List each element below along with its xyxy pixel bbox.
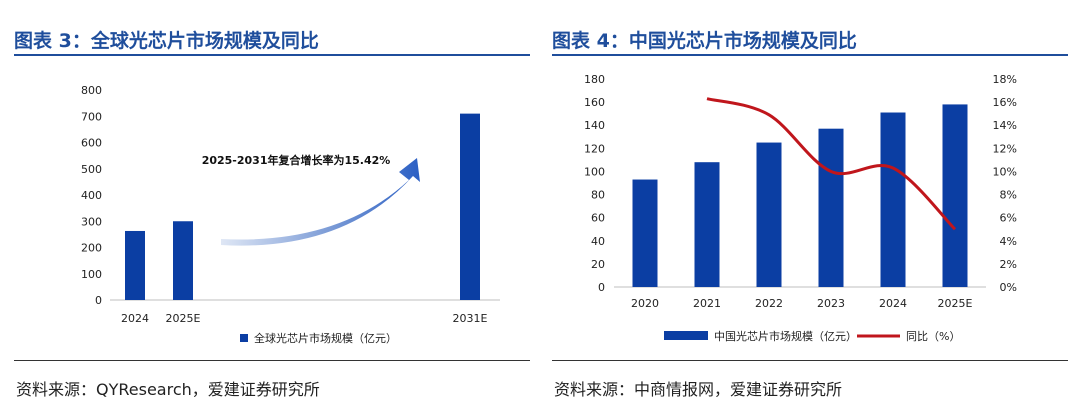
right-y-tick-label: 100 [584, 165, 605, 178]
cagr-annotation: 2025-2031年复合增长率为15.42% [202, 153, 391, 167]
global-market-bar-chart: 0 100 200 300 400 500 600 700 800 2024 2025E 2031E… [81, 84, 500, 345]
right-y-tick-label: 20 [591, 258, 605, 271]
right-bar-2022 [756, 142, 782, 287]
china-market-combo-chart: 0 20 40 60 80 100 120 140 160 180 0% 2% 4% 6% 8% 10% 12… [584, 73, 1017, 343]
left-x-tick-label: 2024 [121, 312, 149, 325]
right-legend-line-label: 同比（%） [906, 330, 960, 343]
left-figure-title: 图表 3：全球光芯片市场规模及同比 [14, 30, 319, 52]
right-y2-tick-label: 18% [993, 73, 1017, 86]
right-y2-tick-label: 14% [993, 119, 1017, 132]
left-y-tick-label: 800 [81, 84, 102, 97]
right-y2-tick-label: 0% [1000, 281, 1017, 294]
right-x-tick-label: 2020 [631, 297, 659, 310]
left-y-tick-label: 0 [95, 294, 102, 307]
left-y-tick-label: 400 [81, 189, 102, 202]
left-bar-2024 [125, 230, 145, 300]
left-source-note: 资料来源：QYResearch，爱建证券研究所 [16, 380, 320, 399]
right-bottom-rule [552, 360, 1068, 361]
left-legend: 全球光芯片市场规模（亿元） [240, 331, 397, 345]
left-y-tick-label: 200 [81, 242, 102, 255]
right-y-tick-label: 180 [584, 73, 605, 86]
right-bar-2021 [694, 162, 720, 287]
right-y-tick-label: 40 [591, 235, 605, 248]
left-title-rule [14, 54, 530, 56]
right-y-tick-label: 80 [591, 189, 605, 202]
right-y2-tick-label: 8% [1000, 189, 1017, 202]
right-y2-tick-label: 12% [993, 142, 1017, 155]
right-bar-2025E [942, 104, 968, 287]
right-legend: 中国光芯片市场规模（亿元） 同比（%） [664, 329, 960, 343]
right-title-rule [552, 54, 1068, 56]
right-x-tick-label: 2025E [938, 297, 973, 310]
left-legend-label: 全球光芯片市场规模（亿元） [254, 331, 397, 345]
left-y-tick-label: 100 [81, 268, 102, 281]
right-y2-tick-label: 2% [1000, 258, 1017, 271]
left-y-tick-label: 500 [81, 163, 102, 176]
right-source-note: 资料来源：中商情报网，爱建证券研究所 [554, 380, 843, 399]
right-y-tick-label: 0 [598, 281, 605, 294]
right-x-tick-label: 2022 [755, 297, 783, 310]
left-bar-2031E [460, 113, 480, 300]
left-bottom-rule [14, 360, 530, 361]
left-bar-2025E [173, 221, 193, 300]
right-y2-tick-label: 6% [1000, 212, 1017, 225]
right-figure-title: 图表 4：中国光芯片市场规模及同比 [552, 30, 857, 52]
right-x-tick-label: 2021 [693, 297, 721, 310]
right-y-tick-label: 60 [591, 212, 605, 225]
right-y2-tick-label: 4% [1000, 235, 1017, 248]
left-legend-swatch [240, 334, 248, 342]
right-y2-tick-label: 10% [993, 165, 1017, 178]
growth-arrow [221, 158, 420, 246]
left-y-tick-label: 300 [81, 215, 102, 228]
left-y-tick-label: 600 [81, 137, 102, 150]
right-y-tick-label: 160 [584, 96, 605, 109]
right-legend-bar-swatch [664, 331, 708, 340]
right-legend-bar-label: 中国光芯片市场规模（亿元） [714, 329, 857, 343]
right-y2-tick-label: 16% [993, 96, 1017, 109]
right-figure: 图表 4：中国光芯片市场规模及同比 0 20 40 60 80 100 120 140 160 1… [552, 0, 1072, 408]
yoy-growth-line [706, 97, 957, 231]
right-x-tick-label: 2024 [879, 297, 907, 310]
left-x-tick-label: 2031E [453, 312, 488, 325]
right-y-tick-label: 120 [584, 142, 605, 155]
right-y-tick-label: 140 [584, 119, 605, 132]
right-bar-2023 [818, 128, 844, 287]
right-bar-2024 [880, 112, 906, 287]
right-x-tick-label: 2023 [817, 297, 845, 310]
left-y-tick-label: 700 [81, 110, 102, 123]
left-x-tick-label: 2025E [166, 312, 201, 325]
left-figure: 图表 3：全球光芯片市场规模及同比 0 100 200 300 400 500 600 700… [14, 0, 534, 408]
right-bar-2020 [632, 179, 658, 287]
